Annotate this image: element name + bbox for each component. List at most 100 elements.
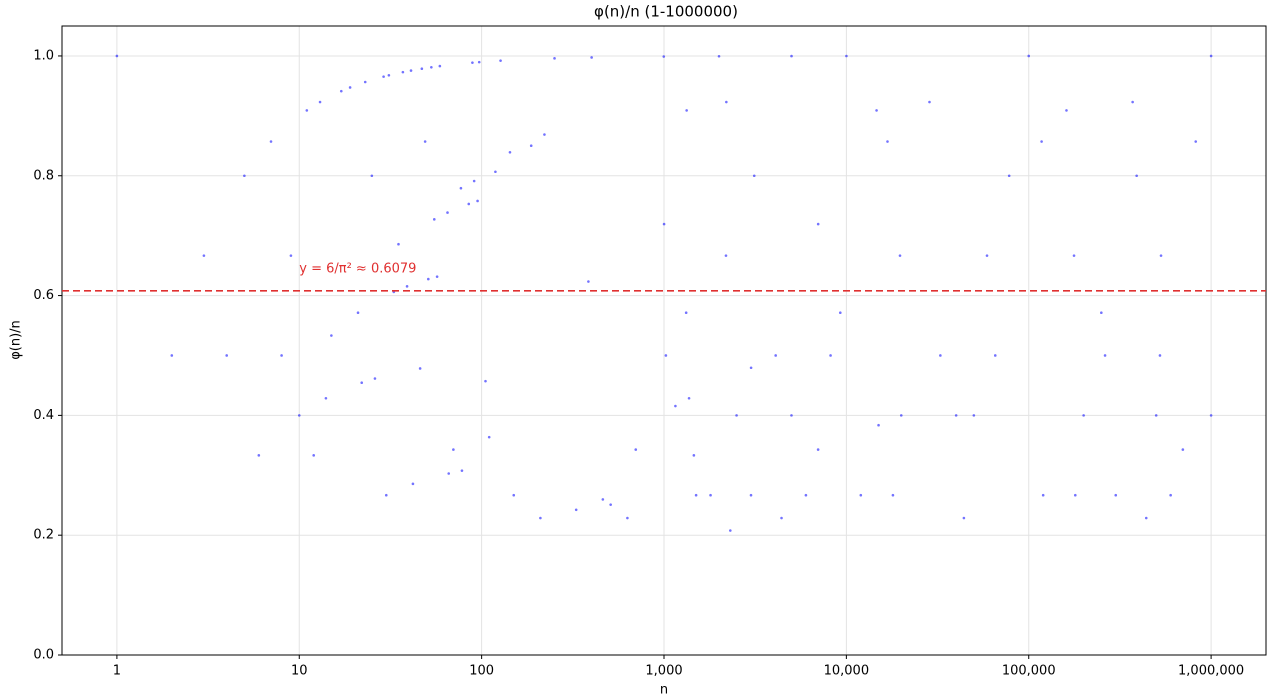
point [1072,254,1076,257]
point [724,254,728,257]
point [418,367,422,370]
point [954,414,958,417]
point [476,199,479,203]
point [928,100,931,104]
x-tick-label: 10 [291,664,308,679]
point [816,448,820,451]
point [1131,100,1134,104]
point [170,354,174,357]
point [499,59,502,62]
point [804,493,808,497]
point [512,493,516,497]
point [427,277,430,281]
point [529,144,533,147]
point [1073,493,1077,497]
point [330,334,333,337]
point [634,448,638,451]
point [1194,140,1198,143]
point [312,454,316,457]
point [435,275,439,278]
point [397,242,400,246]
point [553,57,556,60]
point [202,254,206,257]
point [508,150,512,154]
point [601,498,605,501]
point [297,414,301,417]
point [289,254,293,257]
y-tick-label: 0.6 [33,288,54,303]
point [269,140,273,143]
chart-title: φ(n)/n (1-1000000) [594,3,738,21]
point [877,423,880,427]
point [694,493,698,497]
point [1159,254,1163,257]
point [749,366,753,370]
point [891,493,895,497]
point [816,222,820,226]
point [838,311,842,315]
point [735,414,738,417]
x-axis-label: n [660,683,668,696]
point [725,100,728,104]
point [447,472,451,475]
point [692,454,696,457]
point [609,503,612,506]
point [626,516,629,520]
point [962,516,966,520]
point [318,100,322,104]
point [411,482,415,486]
point [587,280,590,283]
point [115,54,119,58]
point [574,508,578,512]
point [993,354,997,357]
point [1082,414,1085,417]
point [774,354,777,357]
point [360,381,364,385]
point [1135,174,1138,178]
x-tick-label: 1,000 [645,664,682,679]
point [684,311,688,315]
point [363,80,367,84]
point [487,435,491,439]
reference-label: y = 6/π² ≈ 0.6079 [299,261,416,276]
point [543,133,546,136]
point [749,493,753,497]
point [243,174,246,178]
x-tick-label: 100 [469,664,494,679]
point [373,377,377,380]
point [280,354,283,357]
point [1181,448,1185,451]
point [845,54,848,58]
point [477,60,481,64]
point [472,179,476,183]
point [985,254,989,257]
y-tick-label: 0.2 [33,528,54,543]
point [420,67,424,71]
point [752,174,756,178]
point [1144,516,1148,520]
point [432,218,436,221]
point [459,186,463,190]
x-tick-label: 1 [113,664,121,679]
point [590,56,593,59]
plot-frame [61,25,1267,656]
y-tick-label: 1.0 [33,48,54,63]
point [790,414,793,417]
point [859,493,863,497]
point [1027,54,1031,58]
point [1007,174,1011,178]
point [1209,414,1213,417]
point [664,354,668,357]
y-tick-label: 0.8 [33,168,54,183]
point [1103,354,1107,357]
point [709,493,712,497]
point [829,354,832,357]
point [423,140,427,143]
point [339,89,343,93]
point [430,65,433,69]
y-tick-label: 0.4 [33,408,54,423]
point [662,55,666,58]
point [1065,109,1068,112]
